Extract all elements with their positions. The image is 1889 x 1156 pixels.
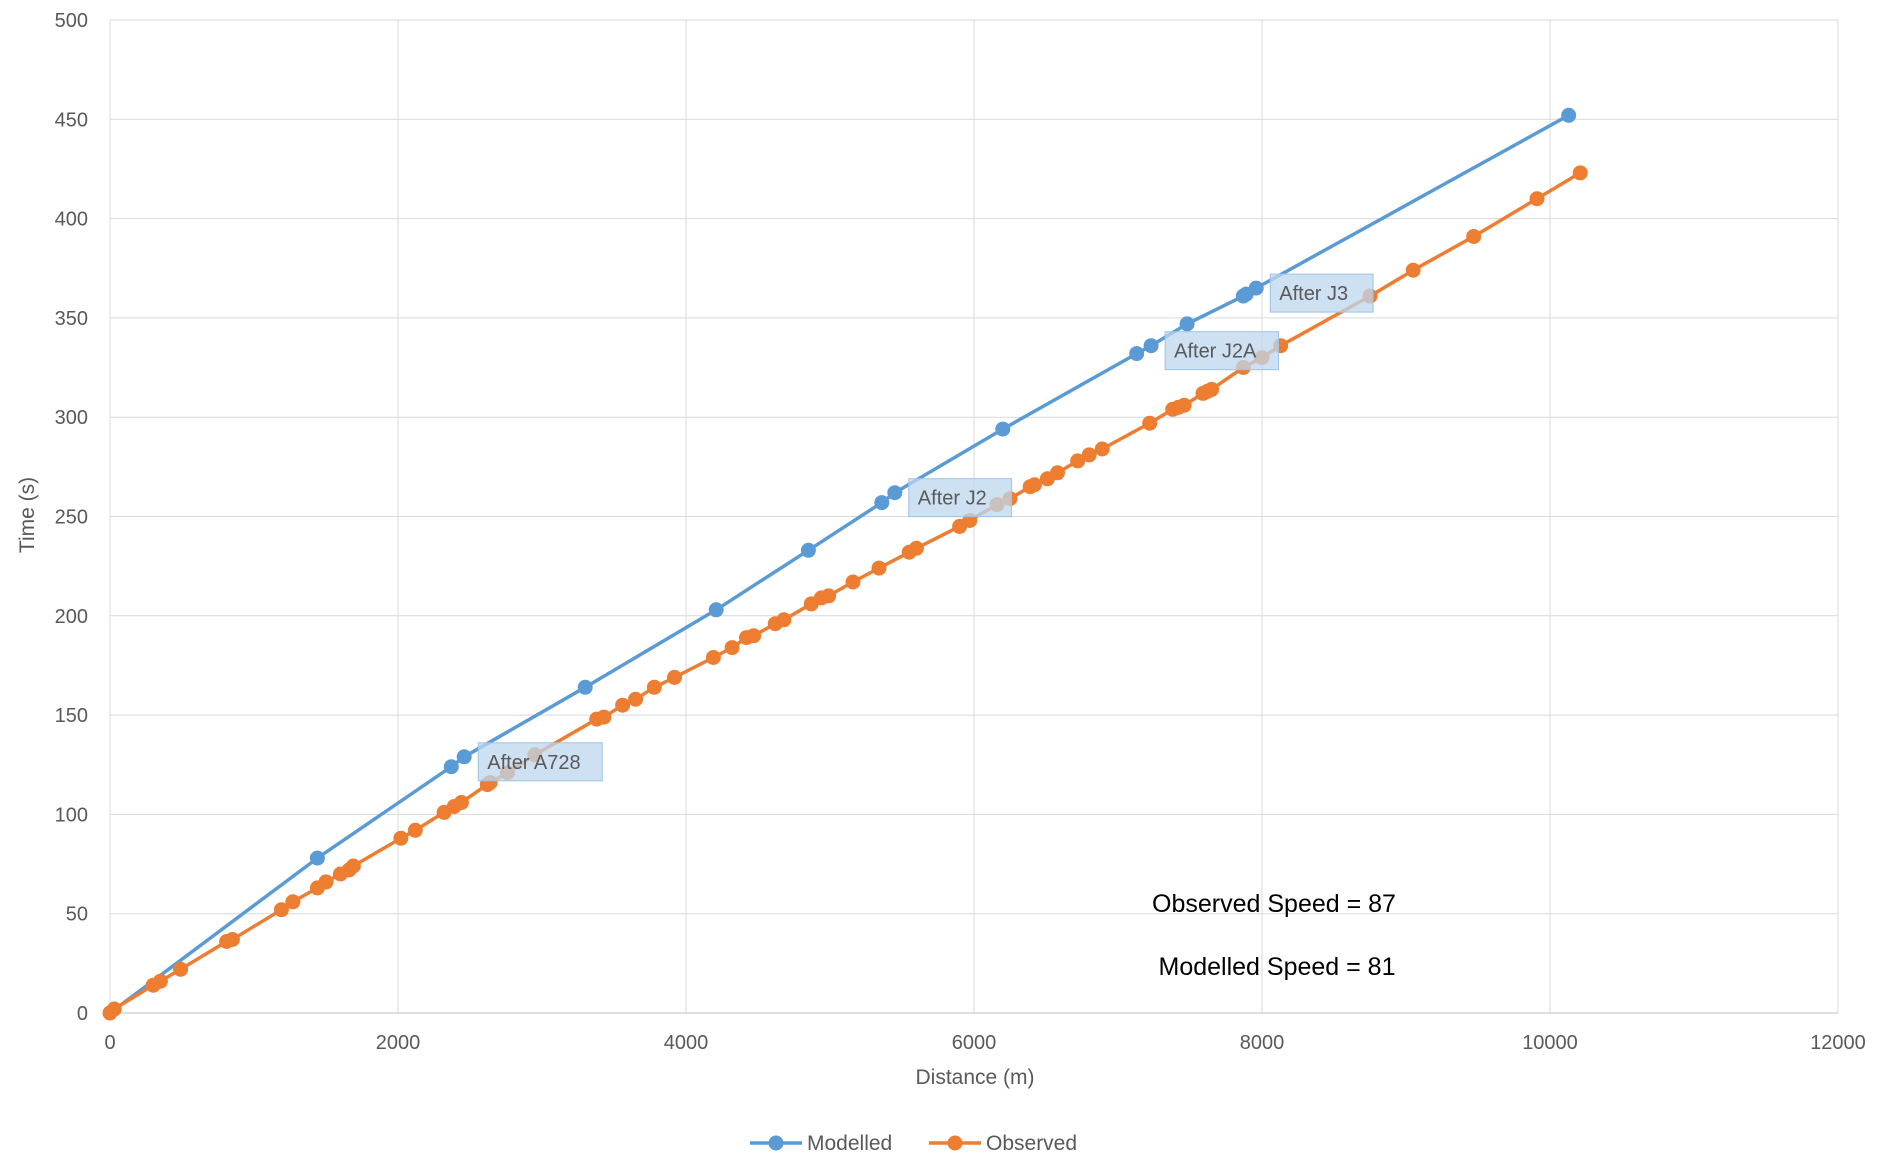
modelled-point bbox=[577, 679, 593, 695]
annotation-callout: After J3 bbox=[1269, 273, 1374, 313]
annotation-label: After A728 bbox=[487, 752, 580, 774]
observed-point bbox=[724, 640, 740, 656]
legend-marker-observed bbox=[947, 1135, 963, 1151]
annotation-box bbox=[1269, 273, 1374, 313]
y-tick-label: 450 bbox=[55, 109, 88, 131]
observed-point bbox=[1529, 191, 1545, 207]
observed-point bbox=[318, 874, 334, 890]
observed-point bbox=[1405, 262, 1421, 278]
axes: 0 50 100 150 200 250 300 350 400 450 500 0 2000 4000 6… bbox=[55, 10, 1866, 1054]
annotation-callout: After J2 bbox=[908, 478, 1013, 518]
annotation-box bbox=[908, 478, 1013, 518]
annotation-label: After J2A bbox=[1174, 341, 1257, 363]
observed-point bbox=[615, 697, 631, 713]
modelled-point bbox=[1179, 316, 1195, 332]
observed-point bbox=[1466, 229, 1482, 244]
legend-item-observed: Observed bbox=[929, 1132, 1077, 1155]
y-tick-label: 50 bbox=[66, 904, 88, 926]
y-tick-label: 250 bbox=[55, 507, 88, 529]
observed-speed-note: Observed Speed = 87 bbox=[1152, 890, 1396, 918]
y-tick-label: 100 bbox=[55, 804, 88, 826]
legend-label-modelled: Modelled bbox=[807, 1132, 892, 1155]
observed-point bbox=[1050, 465, 1065, 481]
observed-point bbox=[596, 709, 612, 725]
observed-point bbox=[345, 858, 361, 874]
x-tick-label: 0 bbox=[104, 1032, 115, 1054]
annotation-box bbox=[1164, 331, 1280, 371]
x-tick-label: 12000 bbox=[1810, 1032, 1866, 1054]
annotation-callout: After J2A bbox=[1164, 331, 1280, 371]
observed-point bbox=[224, 932, 240, 947]
legend-item-modelled: Modelled bbox=[750, 1132, 892, 1155]
modelled-point bbox=[995, 421, 1011, 437]
observed-point bbox=[746, 628, 762, 644]
observed-point bbox=[152, 973, 168, 989]
observed-point bbox=[821, 588, 837, 604]
observed-point bbox=[453, 795, 469, 810]
modelled-point bbox=[1561, 107, 1577, 123]
x-tick-label: 10000 bbox=[1522, 1032, 1578, 1054]
observed-point bbox=[776, 612, 792, 628]
annotation-label: After J3 bbox=[1279, 283, 1348, 305]
observed-point bbox=[407, 822, 423, 838]
modelled-point bbox=[1248, 280, 1264, 296]
modelled-speed-note: Modelled Speed = 81 bbox=[1159, 953, 1396, 981]
legend: Modelled Observed bbox=[750, 1132, 1077, 1155]
observed-point bbox=[1094, 441, 1110, 457]
x-tick-label: 8000 bbox=[1240, 1032, 1285, 1054]
y-tick-label: 400 bbox=[55, 209, 88, 231]
observed-point bbox=[1142, 415, 1158, 431]
modelled-point bbox=[708, 602, 724, 618]
y-tick-label: 350 bbox=[55, 308, 88, 330]
modelled-point bbox=[800, 542, 816, 558]
x-tick-label: 6000 bbox=[952, 1032, 997, 1054]
observed-point bbox=[646, 679, 662, 695]
y-tick-label: 0 bbox=[77, 1003, 88, 1025]
annotation-label: After J2 bbox=[918, 488, 987, 510]
legend-marker-modelled bbox=[768, 1135, 784, 1151]
observed-point bbox=[106, 1001, 122, 1017]
y-tick-label: 500 bbox=[55, 10, 88, 32]
modelled-point bbox=[443, 759, 459, 775]
observed-point bbox=[628, 691, 644, 707]
modelled-point bbox=[887, 485, 903, 501]
x-axis-title: Distance (m) bbox=[915, 1066, 1034, 1089]
annotation-callout: After A728 bbox=[477, 742, 603, 782]
observed-point bbox=[908, 540, 924, 556]
observed-point bbox=[705, 650, 721, 665]
y-tick-label: 200 bbox=[55, 606, 88, 628]
modelled-point bbox=[1143, 338, 1159, 354]
observed-point bbox=[1572, 165, 1588, 181]
observed-point bbox=[273, 902, 289, 918]
y-tick-label: 300 bbox=[55, 407, 88, 429]
modelled-point bbox=[1129, 346, 1145, 362]
observed-point bbox=[1204, 381, 1220, 397]
series-group bbox=[102, 107, 1588, 1021]
modelled-point bbox=[456, 749, 472, 765]
observed-point bbox=[1070, 453, 1086, 469]
observed-point bbox=[1176, 397, 1192, 413]
observed-point bbox=[871, 560, 887, 576]
observed-point bbox=[285, 894, 301, 910]
x-tick-label: 4000 bbox=[664, 1032, 709, 1054]
observed-point bbox=[1081, 447, 1097, 463]
modelled-point bbox=[309, 850, 325, 866]
observed-point bbox=[173, 961, 189, 977]
y-axis-title: Time (s) bbox=[16, 477, 39, 553]
x-tick-label: 2000 bbox=[376, 1032, 421, 1054]
observed-point bbox=[667, 669, 682, 685]
annotations: After A728 After J2 After J2A After J3 bbox=[477, 273, 1374, 782]
modelled-series bbox=[102, 107, 1577, 1021]
observed-point bbox=[1027, 477, 1042, 493]
modelled-point bbox=[874, 495, 890, 511]
annotation-box bbox=[477, 742, 603, 782]
y-tick-label: 150 bbox=[55, 705, 88, 727]
legend-label-observed: Observed bbox=[986, 1132, 1077, 1155]
observed-point bbox=[845, 574, 861, 590]
observed-point bbox=[393, 830, 409, 846]
